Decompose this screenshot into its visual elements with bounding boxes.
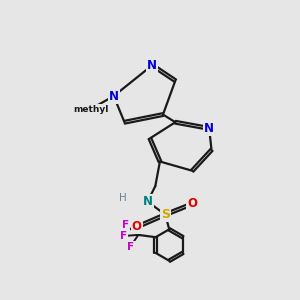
Text: N: N <box>142 195 153 208</box>
Text: O: O <box>187 197 197 210</box>
Text: F: F <box>122 220 129 230</box>
Text: N: N <box>204 122 214 135</box>
Text: S: S <box>161 208 170 221</box>
Text: N: N <box>147 59 157 72</box>
Text: O: O <box>132 220 142 233</box>
Text: H: H <box>119 193 127 203</box>
Text: F: F <box>127 242 134 252</box>
Text: N: N <box>109 90 119 103</box>
Text: methyl: methyl <box>73 105 108 114</box>
Text: F: F <box>120 231 127 241</box>
